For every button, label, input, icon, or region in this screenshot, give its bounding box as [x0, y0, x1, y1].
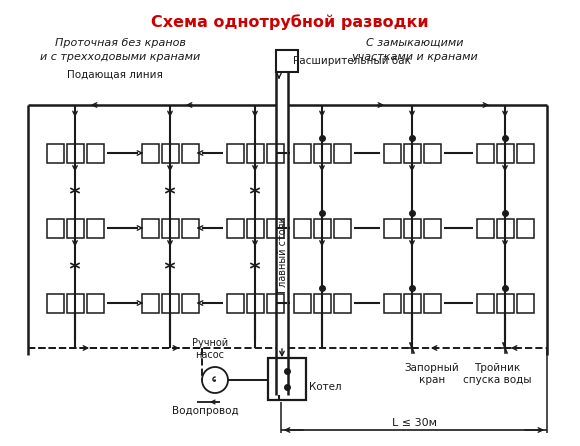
- Bar: [67, 293, 84, 313]
- Bar: [293, 293, 310, 313]
- Bar: [86, 293, 103, 313]
- Bar: [423, 293, 440, 313]
- Bar: [266, 293, 284, 313]
- Bar: [182, 219, 198, 238]
- Bar: [142, 144, 158, 162]
- Bar: [86, 219, 103, 238]
- Bar: [314, 293, 331, 313]
- Bar: [404, 219, 420, 238]
- Bar: [334, 293, 350, 313]
- Bar: [227, 144, 244, 162]
- Bar: [477, 293, 494, 313]
- Text: участками и кранами: участками и кранами: [351, 52, 478, 62]
- Text: L ≤ 30м: L ≤ 30м: [392, 418, 437, 428]
- Bar: [142, 293, 158, 313]
- Bar: [266, 144, 284, 162]
- Bar: [246, 219, 263, 238]
- Bar: [334, 219, 350, 238]
- Bar: [383, 293, 401, 313]
- Text: Тройник
спуска воды: Тройник спуска воды: [463, 363, 531, 384]
- Bar: [334, 144, 350, 162]
- Bar: [246, 293, 263, 313]
- Text: Водопровод: Водопровод: [172, 406, 238, 416]
- Bar: [496, 219, 513, 238]
- Bar: [268, 358, 306, 400]
- Bar: [477, 219, 494, 238]
- Bar: [46, 293, 63, 313]
- Bar: [161, 293, 179, 313]
- Bar: [496, 144, 513, 162]
- Text: Главный стояк: Главный стояк: [278, 217, 288, 293]
- Bar: [227, 293, 244, 313]
- Text: Расширительный бак: Расширительный бак: [293, 56, 411, 66]
- Bar: [67, 219, 84, 238]
- Bar: [293, 219, 310, 238]
- Text: Схема однотрубной разводки: Схема однотрубной разводки: [151, 14, 429, 30]
- Text: С замыкающими: С замыкающими: [366, 38, 464, 48]
- Bar: [142, 219, 158, 238]
- Text: и с трехходовыми кранами: и с трехходовыми кранами: [40, 52, 200, 62]
- Bar: [423, 144, 440, 162]
- Bar: [161, 144, 179, 162]
- Bar: [383, 144, 401, 162]
- Bar: [266, 219, 284, 238]
- Bar: [383, 219, 401, 238]
- Bar: [86, 144, 103, 162]
- Bar: [496, 293, 513, 313]
- Bar: [67, 144, 84, 162]
- Text: Запорный
кран: Запорный кран: [405, 363, 459, 384]
- Bar: [477, 144, 494, 162]
- Text: Ручной
насос: Ручной насос: [192, 339, 228, 360]
- Bar: [227, 219, 244, 238]
- Bar: [404, 293, 420, 313]
- Bar: [517, 293, 534, 313]
- Bar: [46, 144, 63, 162]
- Bar: [423, 219, 440, 238]
- Bar: [314, 219, 331, 238]
- Bar: [46, 219, 63, 238]
- Text: Проточная без кранов: Проточная без кранов: [55, 38, 186, 48]
- Bar: [293, 144, 310, 162]
- Bar: [182, 293, 198, 313]
- Bar: [182, 144, 198, 162]
- Bar: [517, 219, 534, 238]
- Bar: [404, 144, 420, 162]
- Bar: [161, 219, 179, 238]
- Text: Подающая линия: Подающая линия: [67, 70, 163, 80]
- Bar: [517, 144, 534, 162]
- Bar: [276, 50, 298, 72]
- Text: Котел: Котел: [309, 382, 342, 392]
- Bar: [246, 144, 263, 162]
- Bar: [314, 144, 331, 162]
